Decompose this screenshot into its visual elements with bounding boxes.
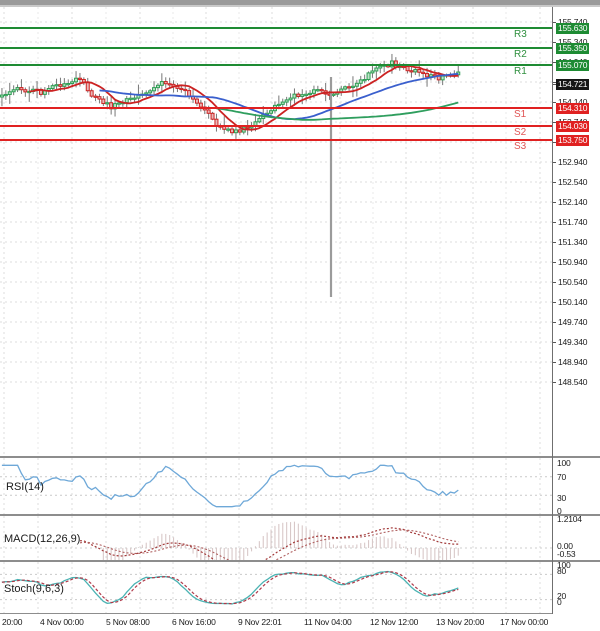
price-tick-label: 151.340	[558, 237, 588, 247]
level-tag-s3: S3	[512, 141, 529, 152]
price-tick-label: 152.140	[558, 197, 588, 207]
price-tick-mark	[553, 242, 556, 243]
price-box-s3: 153.750	[556, 135, 590, 146]
price-tick-mark	[553, 122, 556, 123]
stochastic-canvas[interactable]	[0, 562, 553, 614]
price-chart-panel[interactable]	[0, 7, 553, 458]
time-axis-label: 20:00	[2, 617, 23, 627]
time-axis-label: 9 Nov 22:01	[238, 617, 282, 627]
price-box-r2: 155.350	[556, 43, 590, 54]
rsi-line	[1, 464, 459, 508]
price-axis-line	[552, 7, 553, 614]
price-tick-mark	[553, 362, 556, 363]
stochastic-panel[interactable]	[0, 562, 553, 614]
stochastic-d-line	[1, 571, 459, 605]
subchart-1-tick-label: 1.2104	[557, 514, 582, 524]
price-tick-label: 155.740	[558, 17, 588, 27]
subchart-1-tick-label: 0.00	[557, 541, 573, 551]
price-tick-label: 148.940	[558, 357, 588, 367]
price-tick-mark	[553, 202, 556, 203]
level-tag-r3: R3	[512, 29, 529, 40]
price-tick-mark	[553, 142, 556, 143]
time-axis-band	[0, 614, 600, 631]
price-tick-label: 148.540	[558, 377, 588, 387]
macd-line	[79, 527, 459, 560]
panel-separator-2	[0, 514, 600, 516]
price-box-s1: 154.310	[556, 103, 590, 114]
subchart-2-tick-label: 100	[557, 560, 571, 570]
price-tick-mark	[553, 182, 556, 183]
top-toolbar-band	[0, 0, 600, 5]
price-tick-mark	[553, 22, 556, 23]
panel-separator-3	[0, 560, 600, 562]
time-axis-label: 5 Nov 08:00	[106, 617, 150, 627]
price-box-r1: 155.070	[556, 60, 590, 71]
price-tick-label: 150.140	[558, 297, 588, 307]
level-tag-r1: R1	[512, 66, 529, 77]
price-tick-label: 152.540	[558, 177, 588, 187]
time-axis-label: 11 Nov 04:00	[304, 617, 352, 627]
level-tag-s1: S1	[512, 109, 529, 120]
price-tick-mark	[553, 342, 556, 343]
price-tick-mark	[553, 102, 556, 103]
price-tick-label: 155.340	[558, 37, 588, 47]
macd-signal-line	[79, 529, 459, 560]
subchart-2-tick-label: 0	[557, 597, 562, 607]
subchart-0-tick-label: 100	[557, 458, 571, 468]
price-tick-mark	[553, 302, 556, 303]
price-tick-label: 149.340	[558, 337, 588, 347]
macd-histogram	[102, 521, 459, 560]
stochastic-label: Stoch(9,6,3)	[4, 583, 64, 595]
price-tick-mark	[553, 322, 556, 323]
macd-canvas[interactable]	[0, 516, 553, 560]
subchart-2-tick-label: 20	[557, 591, 567, 601]
price-tick-mark	[553, 62, 556, 63]
price-tick-mark	[553, 262, 556, 263]
rsi-panel[interactable]	[0, 458, 553, 514]
subchart-0-tick-label: 0	[557, 506, 562, 516]
subchart-1-tick-label: -0.53	[557, 549, 576, 559]
price-tick-label: 154.140	[558, 97, 588, 107]
time-axis-label: 13 Nov 20:00	[436, 617, 485, 627]
price-tick-mark	[553, 162, 556, 163]
rsi-label: RSI(14)	[6, 481, 44, 493]
macd-label: MACD(12,26,9)	[4, 533, 81, 545]
price-tick-label: 149.740	[558, 317, 588, 327]
ma-fast-line	[29, 64, 459, 131]
price-tick-mark	[553, 82, 556, 83]
time-axis-label: 6 Nov 16:00	[172, 617, 216, 627]
ma-slow-line	[216, 101, 459, 121]
level-tag-s2: S2	[512, 127, 529, 138]
subchart-0-tick-label: 30	[557, 493, 567, 503]
time-axis-label: 4 Nov 00:00	[40, 617, 84, 627]
price-chart-canvas[interactable]	[0, 7, 553, 458]
price-tick-label: 150.940	[558, 257, 588, 267]
top-toolbar-band-light	[0, 5, 600, 7]
price-tick-mark	[553, 282, 556, 283]
current-price-tick	[553, 84, 556, 85]
time-axis-label: 17 Nov 00:00	[500, 617, 549, 627]
plot-bottom-border	[0, 613, 553, 614]
price-tick-mark	[553, 382, 556, 383]
price-tick-label: 152.940	[558, 157, 588, 167]
current-price-box: 154.721	[556, 79, 590, 90]
time-axis-label: 12 Nov 12:00	[370, 617, 419, 627]
price-box-s2: 154.030	[556, 121, 590, 132]
subchart-0-tick-label: 70	[557, 472, 567, 482]
price-tick-mark	[553, 222, 556, 223]
rsi-canvas[interactable]	[0, 458, 553, 514]
panel-separator-1	[0, 456, 600, 458]
subchart-2-tick-label: 80	[557, 566, 567, 576]
level-tag-r2: R2	[512, 49, 529, 60]
price-tick-label: 151.740	[558, 217, 588, 227]
price-tick-mark	[553, 42, 556, 43]
price-tick-label: 150.540	[558, 277, 588, 287]
macd-panel[interactable]	[0, 516, 553, 560]
price-box-r3: 155.630	[556, 23, 590, 34]
